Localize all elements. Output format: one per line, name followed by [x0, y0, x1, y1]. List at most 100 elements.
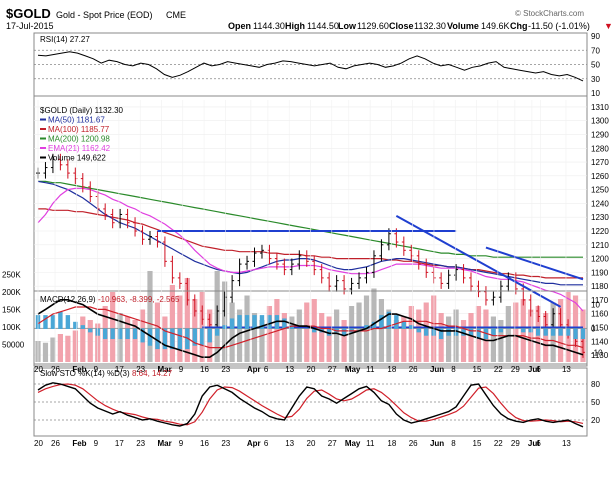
x-tick-label-top: 23: [221, 365, 230, 374]
macd-histogram-bar: [222, 325, 227, 329]
x-tick-label-bottom: Feb: [72, 439, 86, 448]
volume-bar: [184, 278, 190, 362]
macd-histogram-bar: [43, 315, 48, 329]
close-value: 1132.30: [414, 21, 446, 31]
price-tick-label: 1270: [591, 158, 609, 167]
macd-histogram-bar: [267, 315, 272, 329]
macd-histogram-bar: [297, 328, 302, 329]
x-tick-label-top: Jun: [430, 365, 444, 374]
macd-histogram-bar: [513, 328, 519, 329]
volume-bar: [416, 309, 422, 362]
legend-vol: Volume 149,622: [48, 154, 106, 163]
price-tick-label: 1190: [591, 268, 609, 277]
x-tick-label-top: 26: [51, 365, 60, 374]
macd-histogram-bar: [147, 328, 153, 346]
macd-histogram-bar: [543, 328, 548, 336]
macd-histogram-bar: [58, 311, 63, 329]
open-value: 1144.30: [253, 21, 285, 31]
high-label: High: [285, 21, 305, 31]
sto-label: Slow STO %K(14) %D(3): [40, 369, 130, 378]
x-tick-label-top: 16: [200, 365, 209, 374]
macd-histogram-bar: [132, 328, 138, 340]
sto-tick-label: 80: [591, 380, 600, 389]
macd-histogram-bar: [162, 328, 168, 350]
macd-histogram-bar: [536, 328, 541, 336]
macd-histogram-bar: [125, 328, 130, 340]
volume-bar: [80, 316, 86, 362]
price-tick-label: 1150: [591, 324, 609, 333]
x-tick-label-top: Feb: [72, 365, 86, 374]
x-tick-label-bottom: 26: [51, 439, 60, 448]
volume-bar: [356, 302, 362, 362]
sto-d-line: [37, 383, 584, 426]
price-tick-label: 1140: [591, 337, 609, 346]
x-tick-label-bottom: 9: [179, 439, 184, 448]
macd-histogram-bar: [177, 328, 183, 350]
macd-histogram-bar: [252, 315, 257, 329]
price-tick-label: 1200: [591, 255, 609, 264]
x-tick-label-bottom: 27: [328, 439, 337, 448]
x-tick-label-bottom: 17: [115, 439, 124, 448]
volume-bar: [319, 313, 325, 362]
x-tick-label-top: 11: [366, 365, 375, 374]
chg-label: Chg: [510, 21, 528, 31]
volume-bar: [222, 281, 228, 362]
macd-histogram-bar: [170, 328, 175, 350]
macd-histogram-bar: [282, 318, 287, 329]
macd-histogram-bar: [244, 315, 250, 329]
volume-value: 149.6K: [481, 21, 510, 31]
x-tick-label-top: 29: [511, 365, 520, 374]
macd-histogram-bar: [304, 328, 309, 329]
macd-histogram-bar: [207, 328, 212, 343]
x-tick-label-top: 9: [179, 365, 184, 374]
macd-histogram-bar: [379, 315, 384, 329]
sto-legend: Slow STO %K(14) %D(3) 8.64, 14.27: [40, 369, 173, 378]
volume-bar: [401, 316, 407, 362]
volume-bar: [289, 316, 295, 362]
volume-bar: [236, 309, 243, 362]
volume-bar: [334, 309, 340, 362]
price-tick-label: 1280: [591, 144, 609, 153]
macd-histogram-bar: [364, 325, 369, 329]
macd-label: MACD(12,26,9): [40, 295, 96, 304]
exchange-label: CME: [166, 10, 186, 20]
volume-label: Volume: [447, 21, 479, 31]
x-tick-label-top: 6: [264, 365, 269, 374]
macd-histogram-bar: [229, 318, 235, 329]
rsi-chart: 10 30 50 70 90: [34, 32, 600, 98]
macd-histogram-bar: [117, 328, 123, 340]
macd-histogram-bar: [140, 328, 145, 343]
macd-histogram-bar: [424, 328, 429, 336]
legend-ma50: MA(50) 1181.67: [48, 116, 105, 125]
volume-bar: [453, 309, 459, 362]
legend-ema21: EMA(21) 1162.42: [48, 144, 111, 153]
x-tick-label-bottom: 16: [200, 439, 209, 448]
x-tick-label-bottom: 20: [34, 439, 43, 448]
volume-bar: [460, 320, 467, 362]
rsi-tick-label: 30: [591, 75, 600, 84]
rsi-legend: RSI(14) 27.27: [40, 35, 90, 44]
x-tick-label-top: 27: [328, 365, 337, 374]
macd-histogram-bar: [446, 328, 451, 336]
x-tick-label-bottom: Jul: [528, 439, 540, 448]
sto-values: 8.64, 14.27: [132, 369, 173, 378]
instrument-name: Gold - Spot Price (EOD): [56, 10, 153, 20]
x-tick-label-bottom: 11: [366, 439, 375, 448]
macd-tick-label: 0: [591, 325, 596, 334]
x-tick-label-top: 15: [473, 365, 482, 374]
x-tick-label-bottom: 18: [387, 439, 396, 448]
macd-histogram-bar: [573, 328, 578, 340]
x-tick-label-bottom: 26: [409, 439, 418, 448]
volume-bar: [378, 299, 385, 362]
legend-ma200: MA(200) 1200.98: [48, 135, 110, 144]
macd-histogram-bar: [528, 328, 533, 333]
volume-bar: [543, 313, 549, 362]
x-tick-label-bottom: 23: [221, 439, 230, 448]
macd-histogram-bar: [506, 328, 511, 329]
rsi-tick-label: 10: [591, 89, 600, 98]
macd-histogram-bar: [401, 321, 407, 329]
macd-histogram-bar: [356, 328, 362, 329]
high-value: 1144.50: [307, 21, 339, 31]
volume-bar: [65, 335, 71, 362]
